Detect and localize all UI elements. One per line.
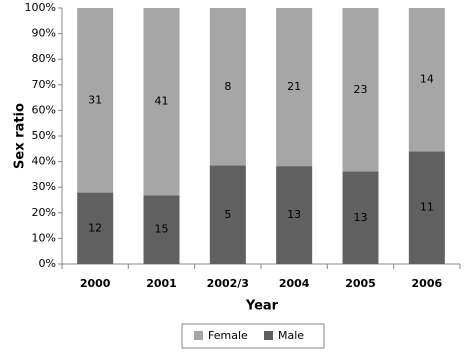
x-tick-label: 2004 <box>279 277 310 290</box>
data-label: 23 <box>354 83 368 96</box>
y-tick-label: 20% <box>32 206 56 219</box>
y-tick-label: 50% <box>32 129 56 142</box>
legend-label: Female <box>208 329 248 342</box>
y-tick-label: 60% <box>32 103 56 116</box>
x-tick-label: 2000 <box>80 277 111 290</box>
data-label: 14 <box>420 73 434 86</box>
x-axis-label: Year <box>245 299 279 314</box>
y-tick-label: 90% <box>32 27 56 40</box>
y-tick-label: 100% <box>25 1 56 14</box>
bar-segment <box>77 192 114 264</box>
bar-segment <box>143 8 180 196</box>
y-tick-label: 80% <box>32 52 56 65</box>
legend-swatch <box>264 331 273 340</box>
bar-segment <box>209 8 246 166</box>
y-tick-label: 0% <box>39 257 56 270</box>
bar-segment <box>408 151 445 264</box>
legend-box <box>181 323 325 349</box>
bar-segment <box>209 165 246 264</box>
data-label: 41 <box>155 95 169 108</box>
data-label: 13 <box>287 208 301 221</box>
bar-segment <box>276 166 313 264</box>
bar-segment <box>342 8 379 172</box>
bar-segment <box>276 8 313 167</box>
x-tick-label: 2005 <box>345 277 376 290</box>
legend-label: Male <box>278 329 304 342</box>
legend-swatch <box>194 331 203 340</box>
y-axis-label: Sex ratio <box>13 103 28 169</box>
y-tick-label: 70% <box>32 78 56 91</box>
bar-segment <box>408 8 445 152</box>
x-tick-label: 2006 <box>412 277 443 290</box>
data-label: 11 <box>420 201 434 214</box>
data-label: 21 <box>287 80 301 93</box>
data-label: 12 <box>88 221 102 234</box>
data-label: 8 <box>224 80 231 93</box>
bar-segment <box>342 171 379 264</box>
y-tick-label: 40% <box>32 155 56 168</box>
y-tick-label: 30% <box>32 180 56 193</box>
data-label: 5 <box>224 208 231 221</box>
data-label: 13 <box>354 211 368 224</box>
data-label: 15 <box>155 223 169 236</box>
x-tick-label: 2002/3 <box>207 277 249 290</box>
data-label: 31 <box>88 93 102 106</box>
x-tick-label: 2001 <box>146 277 177 290</box>
bar-segment <box>77 8 114 193</box>
y-tick-label: 10% <box>32 231 56 244</box>
bar-segment <box>143 195 180 264</box>
